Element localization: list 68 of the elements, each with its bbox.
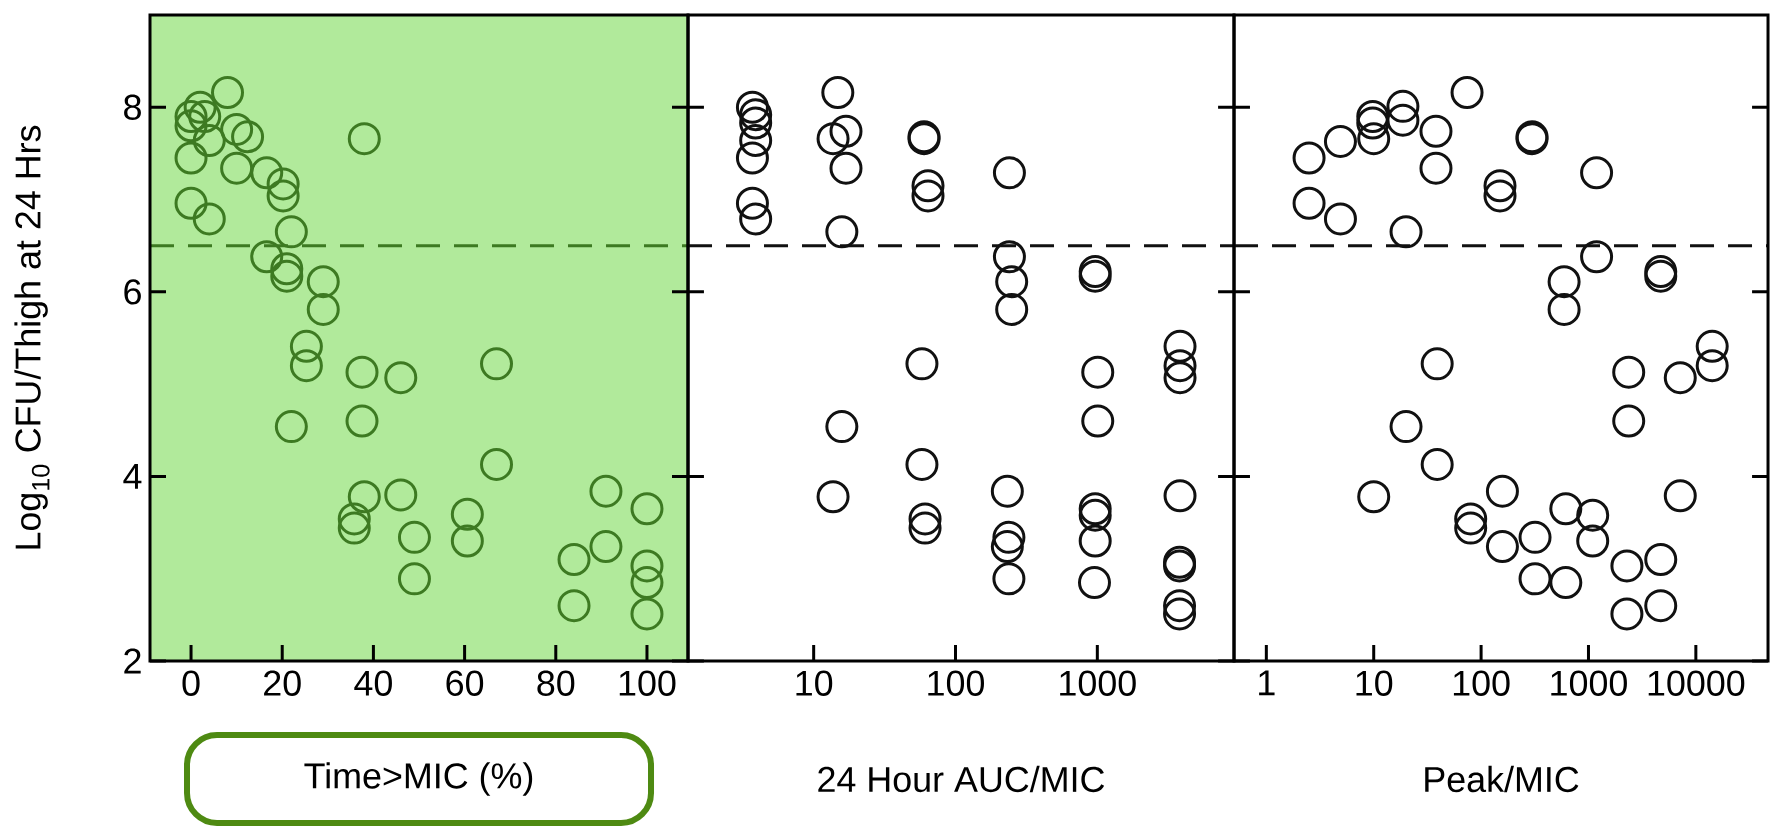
point xyxy=(397,562,431,596)
point xyxy=(630,549,664,583)
y-tick-label: 4 xyxy=(123,464,142,489)
x-tick-label: 10 xyxy=(1356,670,1393,696)
point xyxy=(397,520,431,554)
point xyxy=(347,480,381,514)
point xyxy=(384,361,418,395)
point xyxy=(211,76,245,110)
point xyxy=(192,202,226,236)
point xyxy=(345,404,379,438)
point xyxy=(289,349,323,383)
point xyxy=(266,167,300,201)
x-tick-label: 100 xyxy=(1453,670,1510,696)
point xyxy=(630,566,664,600)
point xyxy=(220,151,254,185)
x-tick-label: 10 xyxy=(796,670,833,696)
point xyxy=(174,109,208,143)
x-tick-label: 10000 xyxy=(1648,670,1745,696)
point xyxy=(589,530,623,564)
point xyxy=(589,474,623,508)
point xyxy=(480,347,514,381)
x-tick-label: 40 xyxy=(354,670,392,696)
x-tick-label: 60 xyxy=(446,670,484,696)
point xyxy=(306,265,340,299)
x-tick-label: 20 xyxy=(264,670,301,696)
point xyxy=(274,215,308,249)
point xyxy=(630,597,664,631)
point xyxy=(289,329,323,363)
point xyxy=(450,524,484,558)
point xyxy=(270,252,304,286)
y-tick-label: 2 xyxy=(124,648,141,674)
x-tick-label: 100 xyxy=(928,670,985,696)
point xyxy=(274,410,308,444)
y-tick-label: 8 xyxy=(124,94,141,120)
x-axis-title: Time>MIC (%) xyxy=(304,762,533,796)
point xyxy=(192,124,226,157)
x-axis-title: 24 Hour AUC/MIC xyxy=(818,765,1105,793)
x-tick-label: 1000 xyxy=(1551,670,1627,696)
point xyxy=(220,112,254,146)
point xyxy=(250,240,284,274)
y-axis-title: Log$_{10}$ CFU/Thigh at 24 Hrs xyxy=(14,125,50,549)
point xyxy=(384,478,418,512)
point xyxy=(250,156,284,190)
point xyxy=(188,100,222,134)
point xyxy=(337,502,371,536)
point xyxy=(480,447,514,481)
point xyxy=(306,292,340,326)
point xyxy=(630,492,664,526)
point xyxy=(337,511,371,545)
point xyxy=(174,100,208,134)
point xyxy=(270,259,304,293)
x-tick-label: 1000 xyxy=(1060,670,1136,696)
point xyxy=(450,497,484,531)
point xyxy=(557,589,591,623)
point xyxy=(347,122,381,156)
x-tick-label: 1 xyxy=(1259,670,1275,696)
x-tick-label: 100 xyxy=(619,670,676,696)
point xyxy=(557,542,591,576)
point xyxy=(174,186,208,220)
y-tick-label: 6 xyxy=(124,279,141,305)
point xyxy=(183,90,217,124)
x-axis-title: Peak/MIC xyxy=(1425,765,1579,793)
point xyxy=(231,120,265,154)
point xyxy=(345,355,379,389)
point xyxy=(174,141,208,175)
x-tick-label: 80 xyxy=(537,670,575,696)
point xyxy=(266,179,300,213)
x-tick-label: 0 xyxy=(182,670,200,696)
